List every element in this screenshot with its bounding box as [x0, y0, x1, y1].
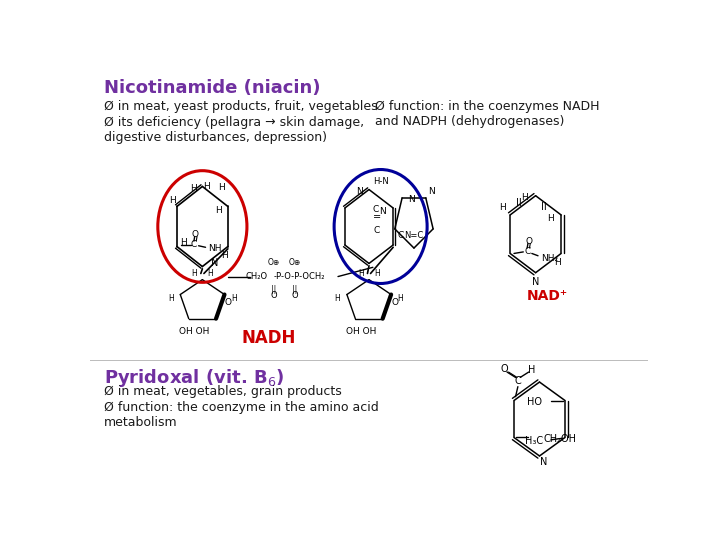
Text: H₃C: H₃C — [525, 436, 544, 447]
Text: C: C — [398, 231, 404, 240]
Text: H: H — [203, 182, 210, 191]
Text: H: H — [335, 294, 341, 303]
Text: H: H — [521, 193, 528, 202]
Text: O: O — [192, 230, 199, 239]
Text: O: O — [271, 291, 277, 300]
Text: CH₂O: CH₂O — [246, 272, 268, 281]
Text: H: H — [397, 294, 403, 303]
Text: H: H — [215, 206, 222, 215]
Text: Pyridoxal (vit. B$_6$): Pyridoxal (vit. B$_6$) — [104, 367, 284, 389]
Text: II: II — [541, 202, 547, 212]
Text: NADH: NADH — [241, 329, 295, 347]
Text: N: N — [356, 187, 363, 195]
Text: N=C: N=C — [405, 231, 424, 240]
Text: =: = — [373, 212, 381, 222]
Text: Ø in meat, yeast products, fruit, vegetables: Ø in meat, yeast products, fruit, vegeta… — [104, 100, 377, 113]
Text: Ø function: the coenzyme in the amino acid
metabolism: Ø function: the coenzyme in the amino ac… — [104, 401, 379, 429]
Text: H: H — [192, 269, 197, 278]
Text: Nicotinamide (niacin): Nicotinamide (niacin) — [104, 79, 320, 97]
Text: NH: NH — [208, 244, 221, 253]
Text: H: H — [231, 294, 237, 303]
Text: N: N — [212, 258, 219, 268]
Text: O⊕: O⊕ — [268, 258, 280, 267]
Text: OH OH: OH OH — [346, 327, 377, 336]
Text: NH₂: NH₂ — [541, 254, 558, 262]
Text: H: H — [547, 214, 554, 224]
Text: C: C — [515, 376, 521, 386]
Text: H: H — [220, 251, 228, 260]
Text: II: II — [516, 198, 521, 208]
Text: H: H — [168, 294, 174, 303]
Text: H: H — [207, 269, 213, 278]
Text: ||: || — [292, 285, 297, 294]
Text: H: H — [170, 196, 176, 205]
Text: C: C — [191, 240, 197, 249]
Text: O⊕: O⊕ — [289, 258, 301, 267]
Text: H: H — [528, 366, 536, 375]
Text: ||: || — [271, 285, 276, 294]
Text: H: H — [180, 238, 186, 247]
Text: N: N — [428, 187, 436, 196]
Text: Ø function: in the coenzymes NADH
and NADPH (dehydrogenases): Ø function: in the coenzymes NADH and NA… — [375, 100, 600, 128]
Text: H: H — [554, 258, 561, 267]
Text: O: O — [292, 291, 298, 300]
Text: OH OH: OH OH — [179, 327, 210, 336]
Text: N: N — [408, 195, 415, 204]
Text: H: H — [218, 184, 225, 192]
Text: CH₂OH: CH₂OH — [544, 434, 577, 444]
Text: N: N — [532, 277, 539, 287]
Text: C: C — [372, 205, 378, 214]
Text: NAD⁺: NAD⁺ — [527, 289, 568, 303]
Text: O: O — [391, 298, 398, 307]
Text: N: N — [540, 457, 547, 467]
Text: -P-O-P-OCH₂: -P-O-P-OCH₂ — [274, 272, 325, 281]
Text: N: N — [379, 207, 386, 217]
Text: O: O — [225, 298, 231, 307]
Text: C: C — [374, 226, 380, 235]
Text: H: H — [499, 202, 505, 212]
Text: O: O — [526, 237, 533, 246]
Text: Ø its deficiency (pellagra → skin damage,
digestive disturbances, depression): Ø its deficiency (pellagra → skin damage… — [104, 116, 364, 144]
Text: H: H — [359, 269, 364, 278]
Text: O: O — [500, 364, 508, 374]
Text: C: C — [524, 247, 531, 256]
Text: H-N: H-N — [373, 177, 389, 186]
Text: Ø in meat, vegetables, grain products: Ø in meat, vegetables, grain products — [104, 385, 342, 398]
Text: H: H — [374, 269, 379, 278]
Text: H: H — [189, 184, 197, 193]
Text: HO: HO — [527, 397, 541, 407]
